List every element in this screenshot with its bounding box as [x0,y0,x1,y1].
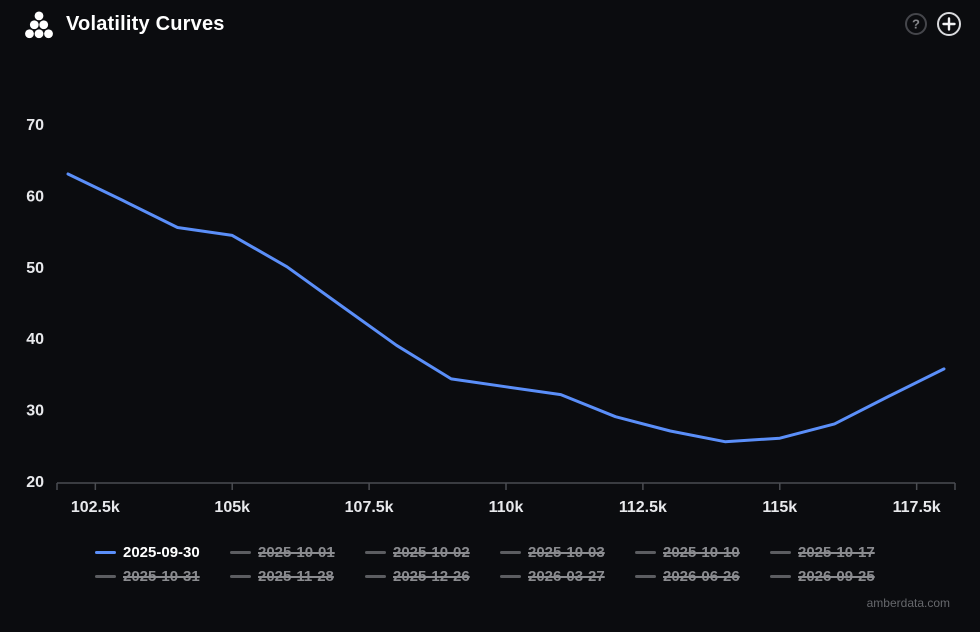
legend-item-label: 2025-10-31 [123,567,200,585]
y-tick-label: 70 [26,117,44,134]
x-tick-label: 102.5k [71,499,120,516]
y-tick-label: 50 [26,260,44,277]
legend-item-2025-10-01[interactable]: 2025-10-01 [230,540,365,564]
chart-legend: 2025-09-30 2025-10-01 2025-10-02 2025-10-03… [95,540,955,588]
plus-icon [937,12,961,36]
y-tick-label: 20 [26,474,44,491]
legend-dash-icon [770,574,791,578]
legend-item-2026-03-27[interactable]: 2026-03-27 [500,564,635,588]
legend-dash-icon [365,550,386,554]
legend-item-2025-10-10[interactable]: 2025-10-10 [635,540,770,564]
legend-item-2025-10-02[interactable]: 2025-10-02 [365,540,500,564]
legend-dash-icon [770,550,791,554]
legend-dash-icon [635,574,656,578]
page-title: Volatility Curves [66,12,225,35]
legend-item-label: 2025-10-03 [528,543,605,561]
amberdata-logo-icon [25,11,53,39]
x-tick-label: 110k [489,499,524,516]
question-mark-icon: ? [905,13,927,35]
legend-item-2026-06-26[interactable]: 2026-06-26 [635,564,770,588]
legend-item-2025-12-26[interactable]: 2025-12-26 [365,564,500,588]
legend-item-2025-10-03[interactable]: 2025-10-03 [500,540,635,564]
x-tick-label: 117.5k [893,499,941,516]
y-tick-label: 30 [26,403,44,420]
legend-item-label: 2026-03-27 [528,567,605,585]
legend-dash-icon [365,574,386,578]
x-tick-label: 105k [214,499,250,516]
legend-item-label: 2025-09-30 [123,543,200,561]
legend-dash-icon [500,550,521,554]
legend-item-label: 2025-10-17 [798,543,875,561]
help-button[interactable]: ? [903,11,929,37]
legend-item-label: 2026-09-25 [798,567,875,585]
legend-item-2026-09-25[interactable]: 2026-09-25 [770,564,905,588]
legend-item-label: 2025-12-26 [393,567,470,585]
legend-dash-icon [95,550,116,554]
legend-item-label: 2025-10-02 [393,543,470,561]
legend-item-label: 2025-10-01 [258,543,335,561]
legend-item-2025-11-28[interactable]: 2025-11-28 [230,564,365,588]
y-tick-label: 60 [26,188,44,205]
add-chart-button[interactable] [936,11,962,37]
legend-item-2025-10-31[interactable]: 2025-10-31 [95,564,230,588]
legend-dash-icon [230,574,251,578]
legend-dash-icon [500,574,521,578]
chart-plot-area[interactable]: 102.5k 105k 107.5k 110k 112.5k 115k 117.5k 20 30… [0,48,980,533]
y-tick-label: 40 [26,331,44,348]
watermark-amberdata: amberdata.com [866,596,950,610]
x-tick-label: 112.5k [619,499,667,516]
svg-text:?: ? [912,17,920,32]
legend-item-label: 2025-11-28 [258,567,334,585]
legend-dash-icon [635,550,656,554]
series-line-2025-09-30 [66,172,946,444]
x-tick-label: 115k [762,499,797,516]
legend-dash-icon [95,574,116,578]
legend-dash-icon [230,550,251,554]
legend-item-2025-10-17[interactable]: 2025-10-17 [770,540,905,564]
legend-item-label: 2025-10-10 [663,543,740,561]
x-tick-label: 107.5k [345,499,394,516]
legend-item-2025-09-30[interactable]: 2025-09-30 [95,540,230,564]
card-header: Volatility Curves ? [0,0,980,48]
volatility-curve-chart: 102.5k 105k 107.5k 110k 112.5k 115k 117.5k 20 30… [26,117,956,516]
legend-item-label: 2026-06-26 [663,567,740,585]
